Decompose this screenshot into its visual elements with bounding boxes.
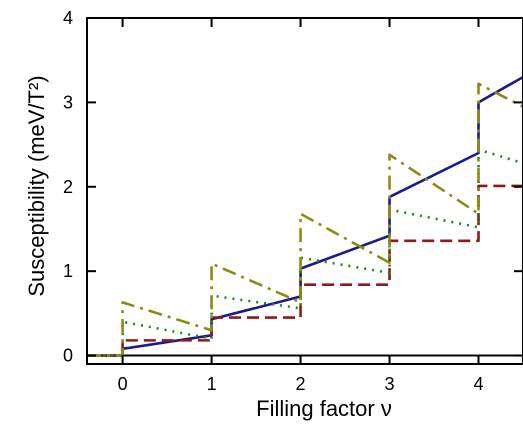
plot-frame — [86, 17, 523, 365]
x-axis-title: Filling factor ν — [256, 396, 392, 421]
x-tick-label: 2 — [296, 374, 306, 394]
y-tick-label: 1 — [63, 261, 73, 281]
x-tick-label: 1 — [207, 374, 217, 394]
series-layer — [87, 75, 523, 357]
x-tick-label: 0 — [118, 374, 128, 394]
y-tick-label: 2 — [63, 177, 73, 197]
y-tick-label: 4 — [63, 8, 73, 28]
ticks-layer: 0 1 2 3 4 0 1 2 3 4 — [63, 8, 523, 394]
y-tick-label: 0 — [63, 346, 73, 366]
y-axis-title: Susceptibility (meV/T²) — [24, 75, 49, 296]
series-line-dotted — [87, 148, 523, 357]
series-line-dashed — [87, 184, 523, 357]
series-line-dashdot — [87, 82, 523, 357]
x-tick-label: 3 — [385, 374, 395, 394]
x-tick-label: 4 — [474, 374, 484, 394]
y-tick-label: 3 — [63, 92, 73, 112]
